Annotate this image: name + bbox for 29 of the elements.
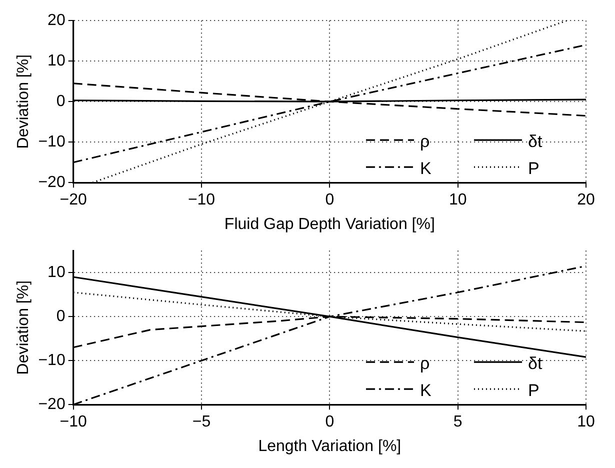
y-tick-label: −10 (38, 134, 66, 151)
legend-label: P (528, 380, 540, 400)
y-tick-label: 0 (56, 93, 66, 110)
y-axis-title: Deviation [%] (15, 54, 32, 149)
y-tick-label: −20 (38, 396, 66, 414)
legend-label: ρ (420, 132, 430, 151)
x-tick-label: 10 (448, 192, 467, 209)
x-tick-label: 0 (325, 414, 334, 431)
legend-label: K (420, 380, 432, 400)
y-axis-title: Deviation [%] (15, 280, 32, 375)
x-tick-label: 0 (325, 192, 334, 209)
y-tick-label: −20 (38, 174, 66, 192)
y-tick-label: 20 (48, 12, 66, 30)
legend-label: K (420, 158, 432, 178)
y-tick-label: −10 (38, 352, 66, 370)
legend-label: P (528, 158, 540, 178)
x-axis-title: Fluid Gap Depth Variation [%] (224, 216, 435, 233)
legend-label: δt (528, 354, 542, 373)
y-tick-label: 10 (48, 264, 66, 282)
x-axis-title: Length Variation [%] (258, 438, 402, 455)
x-tick-label: −5 (192, 414, 211, 431)
x-tick-label: −10 (188, 192, 216, 209)
x-tick-label: 10 (577, 414, 595, 431)
x-tick-label: 20 (577, 192, 595, 209)
legend-label: δt (528, 132, 542, 151)
legend-label: ρ (420, 354, 430, 373)
x-tick-label: 5 (453, 414, 462, 431)
y-tick-label: 10 (48, 52, 66, 70)
y-tick-label: 0 (56, 308, 66, 326)
